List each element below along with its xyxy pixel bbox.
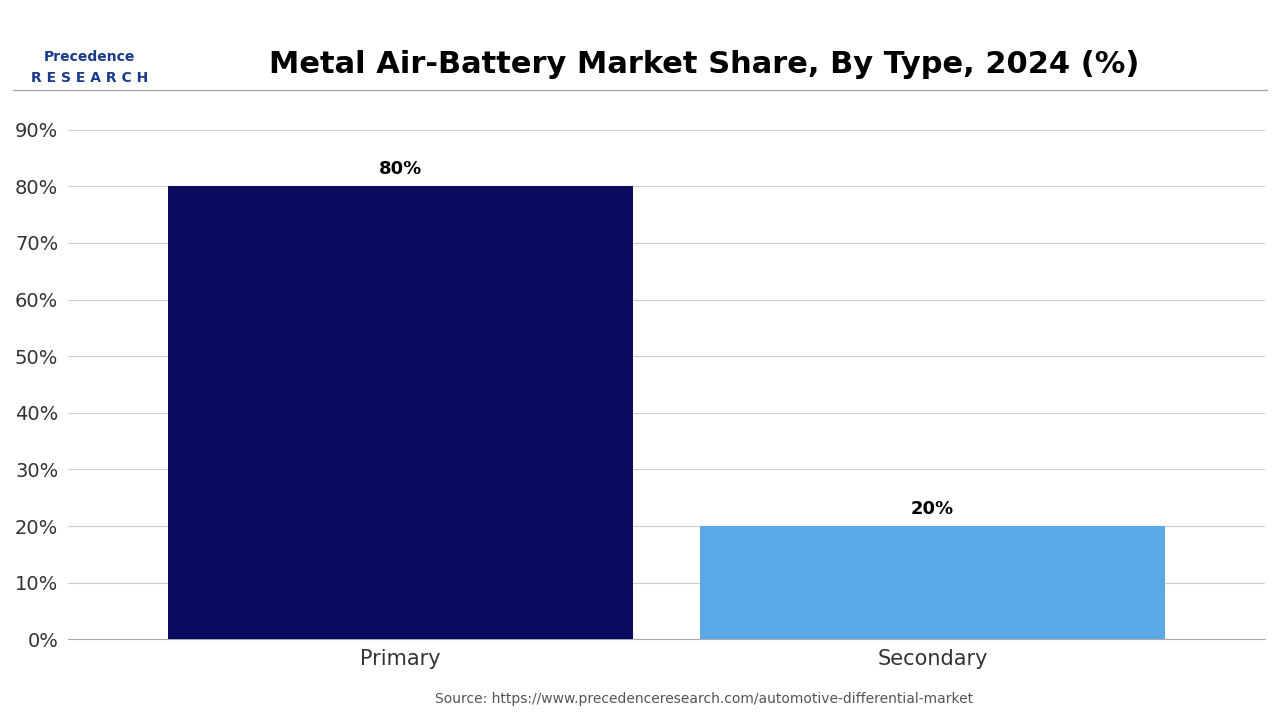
Text: Metal Air-Battery Market Share, By Type, 2024 (%): Metal Air-Battery Market Share, By Type,… — [269, 50, 1139, 79]
Text: 80%: 80% — [379, 160, 422, 178]
Bar — [168, 186, 634, 639]
Text: Precedence
R E S E A R C H: Precedence R E S E A R C H — [31, 50, 148, 85]
Bar — [700, 526, 1165, 639]
Text: Source: https://www.precedenceresearch.com/automotive-differential-market: Source: https://www.precedenceresearch.c… — [435, 692, 973, 706]
Text: 20%: 20% — [911, 500, 954, 518]
